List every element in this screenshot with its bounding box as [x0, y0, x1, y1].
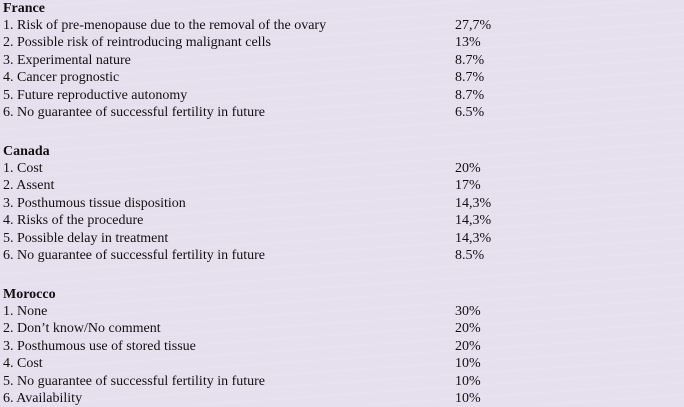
- section-title: France: [3, 1, 45, 16]
- item-percentage: 10%: [455, 373, 481, 389]
- list-item: 6. No guarantee of successful fertility …: [3, 247, 513, 264]
- item-label: 2. Possible risk of reintroducing malign…: [3, 35, 271, 51]
- item-percentage: 14,3%: [455, 213, 492, 229]
- list-item: 5. No guarantee of successful fertility …: [3, 373, 513, 390]
- item-label: 2. Don’t know/No comment: [3, 321, 161, 337]
- list-item: 6. No guarantee of successful fertility …: [3, 104, 513, 121]
- list-item: 2. Possible risk of reintroducing malign…: [3, 34, 513, 51]
- item-label: 5. Future reproductive autonomy: [3, 87, 188, 103]
- item-label: 3. Posthumous use of stored tissue: [3, 338, 196, 354]
- list-item: 4. Risks of the procedure 14,3%: [3, 212, 513, 229]
- list-item: 6. Availability 10%: [3, 390, 513, 407]
- section-title: Canada: [3, 144, 50, 159]
- item-label: 5. No guarantee of successful fertility …: [3, 373, 266, 389]
- item-label: 6. No guarantee of successful fertility …: [3, 247, 266, 263]
- list-item: 4. Cost 10%: [3, 355, 513, 372]
- item-percentage: 13%: [455, 35, 481, 51]
- list-item: 1. Cost 20%: [3, 160, 513, 177]
- item-percentage: 8.5%: [455, 247, 485, 263]
- item-label: 3. Experimental nature: [3, 52, 131, 68]
- list-item: 3. Posthumous tissue disposition 14,3%: [3, 195, 513, 212]
- item-percentage: 10%: [455, 390, 481, 406]
- item-percentage: 6.5%: [455, 104, 485, 120]
- item-label: 1. Cost: [3, 161, 43, 176]
- item-percentage: 8.7%: [455, 70, 485, 86]
- item-label: 3. Posthumous tissue disposition: [3, 195, 186, 211]
- item-percentage: 14,3%: [455, 195, 492, 211]
- list-item: 1. None 30%: [3, 303, 513, 320]
- list-item: 4. Cancer prognostic 8.7%: [3, 69, 513, 86]
- list-item: 2. Don’t know/No comment 20%: [3, 320, 513, 337]
- item-label: 4. Cancer prognostic: [3, 70, 120, 86]
- item-percentage: 30%: [455, 304, 481, 319]
- item-percentage: 17%: [455, 178, 481, 194]
- section-morocco: Morocco 1. None 30% 2. Don’t know/No com…: [3, 286, 513, 407]
- item-label: 2. Assent: [3, 178, 55, 194]
- item-percentage: 20%: [455, 338, 481, 354]
- item-label: 4. Risks of the procedure: [3, 213, 144, 229]
- item-label: 6. Availability: [3, 390, 83, 406]
- item-percentage: 20%: [455, 321, 481, 337]
- list-item: 3. Posthumous use of stored tissue 20%: [3, 338, 513, 355]
- list-item: 2. Assent 17%: [3, 177, 513, 194]
- item-percentage: 8.7%: [455, 52, 485, 68]
- item-label: 5. Possible delay in treatment: [3, 230, 169, 246]
- item-percentage: 10%: [455, 356, 481, 372]
- item-percentage: 27,7%: [455, 18, 492, 33]
- section-title: Morocco: [3, 287, 56, 302]
- item-label: 1. None: [3, 304, 48, 319]
- section-canada: Canada 1. Cost 20% 2. Assent 17% 3. Post…: [3, 143, 513, 264]
- list-item: 5. Possible delay in treatment 14,3%: [3, 230, 513, 247]
- item-label: 1. Risk of pre-menopause due to the remo…: [3, 18, 327, 33]
- item-percentage: 8.7%: [455, 87, 485, 103]
- section-france: France 1. Risk of pre-menopause due to t…: [3, 0, 513, 121]
- item-label: 6. No guarantee of successful fertility …: [3, 104, 266, 120]
- list-item: 3. Experimental nature 8.7%: [3, 52, 513, 69]
- item-percentage: 20%: [455, 161, 481, 176]
- item-percentage: 14,3%: [455, 230, 492, 246]
- list-item: 5. Future reproductive autonomy 8.7%: [3, 87, 513, 104]
- list-item: 1. Risk of pre-menopause due to the remo…: [3, 17, 513, 34]
- item-label: 4. Cost: [3, 356, 43, 372]
